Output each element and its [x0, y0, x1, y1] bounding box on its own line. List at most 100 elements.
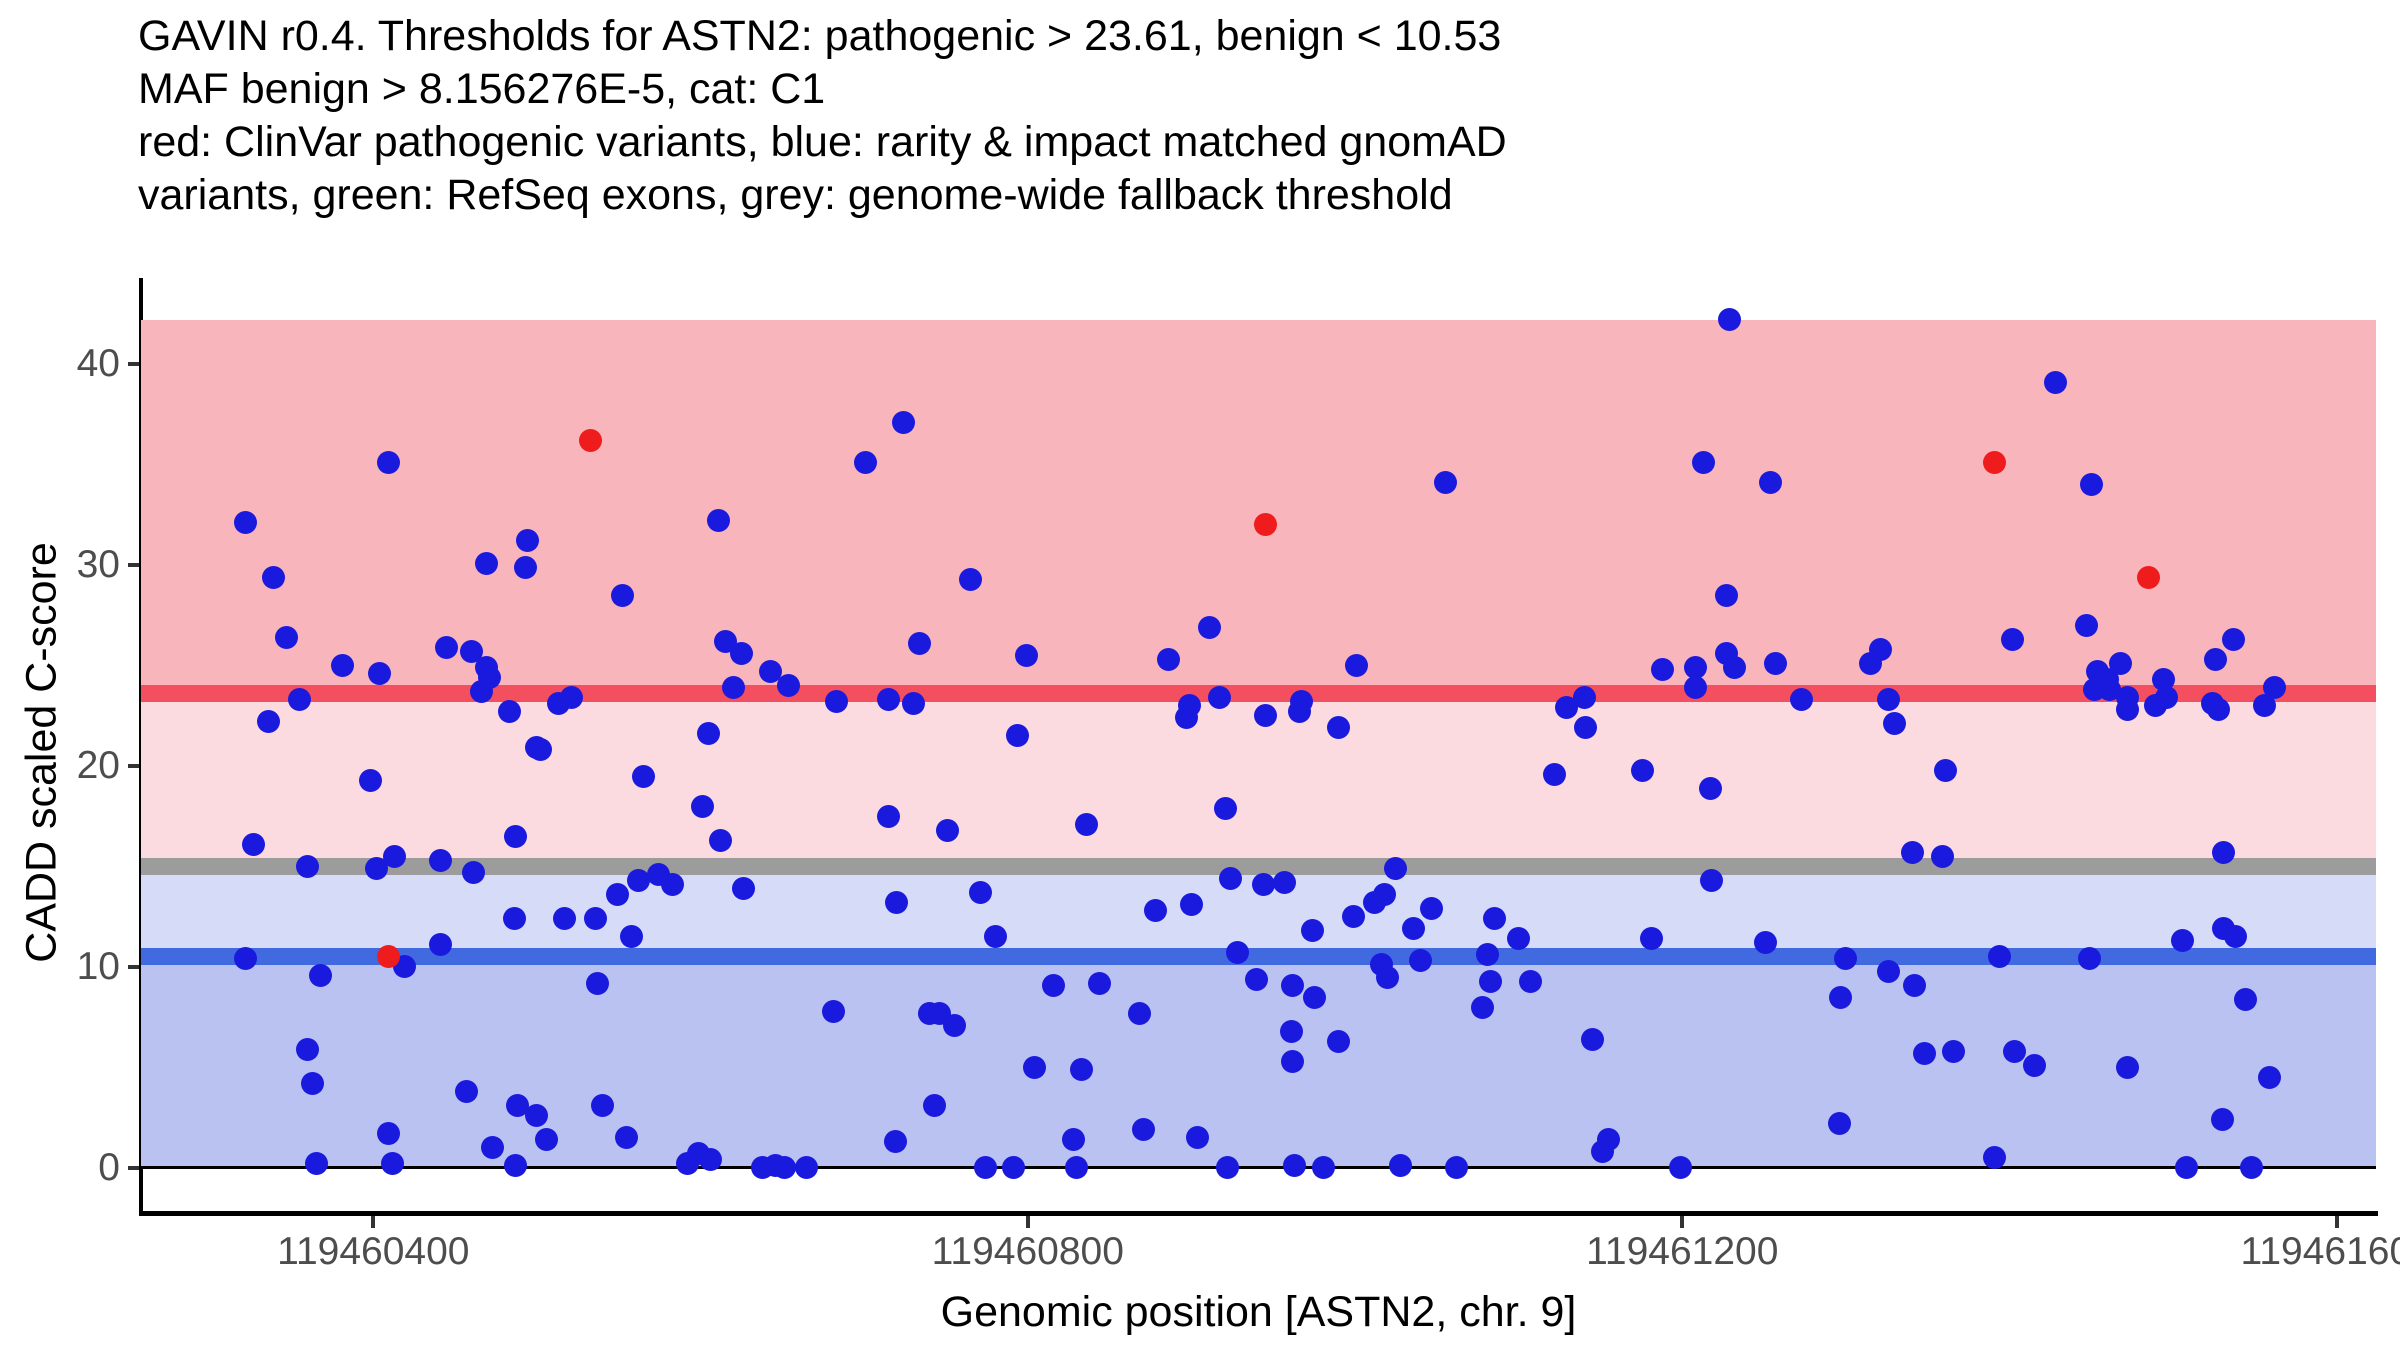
- data-point: [330, 654, 354, 677]
- zero-baseline: [141, 1166, 2376, 1170]
- data-point: [1580, 1027, 1604, 1051]
- data-point: [2043, 370, 2067, 394]
- data-point: [1476, 943, 1500, 967]
- x-tick-mark: [1025, 1216, 1030, 1228]
- data-point: [553, 907, 577, 931]
- genome-wide-fallback-line: [141, 857, 2376, 875]
- data-point: [2151, 668, 2175, 692]
- data-point: [301, 1072, 325, 1096]
- data-point: [2212, 840, 2236, 864]
- data-point: [1251, 873, 1275, 897]
- data-point: [731, 877, 755, 901]
- data-point: [1876, 959, 1900, 983]
- data-point: [1901, 840, 1925, 864]
- data-point: [590, 1094, 614, 1118]
- data-point: [455, 1080, 479, 1104]
- data-point: [901, 692, 925, 716]
- data-point: [795, 1156, 819, 1180]
- data-point: [1300, 919, 1324, 943]
- data-point: [474, 551, 498, 575]
- data-point: [923, 1094, 947, 1118]
- data-point: [513, 555, 537, 579]
- data-point: [504, 1154, 528, 1178]
- data-point: [1186, 1126, 1210, 1150]
- data-point: [1683, 676, 1707, 700]
- x-tick-label: 119460800: [931, 1230, 1124, 1273]
- data-point: [707, 509, 731, 533]
- data-point: [1692, 451, 1716, 474]
- data-point: [505, 1094, 529, 1118]
- data-point: [1714, 583, 1738, 607]
- data-point: [469, 680, 493, 704]
- y-tick-label: 20: [76, 744, 120, 787]
- data-point: [1683, 656, 1707, 680]
- data-point: [1723, 656, 1747, 680]
- data-point: [1225, 941, 1249, 965]
- data-point: [234, 511, 258, 535]
- data-point: [2207, 698, 2231, 722]
- data-point: [1988, 945, 2012, 969]
- data-point: [1827, 1112, 1851, 1136]
- data-point: [1327, 1029, 1351, 1053]
- data-point: [579, 428, 603, 452]
- data-point: [1273, 871, 1297, 895]
- data-point: [942, 1013, 966, 1037]
- data-point: [1075, 812, 1099, 836]
- x-tick-label: 119461600: [2240, 1230, 2400, 1273]
- data-point: [698, 1148, 722, 1172]
- data-point: [1253, 513, 1277, 537]
- data-point: [1215, 1156, 1239, 1180]
- data-point: [2223, 925, 2247, 949]
- data-point: [428, 933, 452, 957]
- data-point: [1088, 971, 1112, 995]
- data-point: [1006, 724, 1030, 748]
- data-point: [296, 1037, 320, 1061]
- data-point: [1858, 651, 1882, 675]
- data-point: [381, 1152, 405, 1176]
- y-tick-mark: [128, 964, 139, 969]
- y-axis-title: CADD scaled C-score: [17, 542, 66, 963]
- data-point: [1572, 686, 1596, 710]
- data-point: [615, 1126, 639, 1150]
- data-point: [854, 451, 878, 474]
- data-point: [2204, 647, 2228, 671]
- data-point: [275, 625, 299, 649]
- data-point: [1001, 1156, 1025, 1180]
- data-point: [262, 565, 286, 589]
- data-point: [535, 1128, 559, 1152]
- data-point: [721, 676, 745, 700]
- data-point: [2079, 473, 2103, 497]
- data-point: [1245, 967, 1269, 991]
- data-point: [1669, 1156, 1693, 1180]
- data-point: [1983, 451, 2007, 474]
- data-point: [983, 925, 1007, 949]
- y-tick-label: 30: [76, 543, 120, 586]
- plot-title-line-2: MAF benign > 8.156276E-5, cat: C1: [138, 65, 826, 113]
- data-point: [1876, 688, 1900, 712]
- data-point: [296, 854, 320, 878]
- data-point: [304, 1152, 328, 1176]
- data-point: [460, 639, 483, 663]
- data-point: [1157, 647, 1180, 671]
- data-point: [1281, 973, 1305, 997]
- data-point: [697, 722, 721, 746]
- data-point: [1014, 643, 1038, 667]
- y-tick-mark: [128, 1165, 139, 1170]
- data-point: [1651, 658, 1675, 682]
- data-point: [2109, 651, 2133, 675]
- data-point: [1479, 969, 1503, 993]
- data-point: [1402, 917, 1426, 941]
- data-point: [2263, 676, 2287, 700]
- data-point: [1197, 615, 1221, 639]
- data-point: [2002, 1039, 2026, 1063]
- data-point: [1376, 965, 1400, 989]
- data-point: [1042, 973, 1066, 997]
- data-point: [383, 844, 407, 868]
- data-point: [504, 824, 528, 848]
- data-point: [620, 925, 644, 949]
- data-point: [605, 883, 629, 907]
- data-point: [584, 907, 608, 931]
- data-point: [288, 688, 312, 712]
- data-point: [376, 1122, 400, 1146]
